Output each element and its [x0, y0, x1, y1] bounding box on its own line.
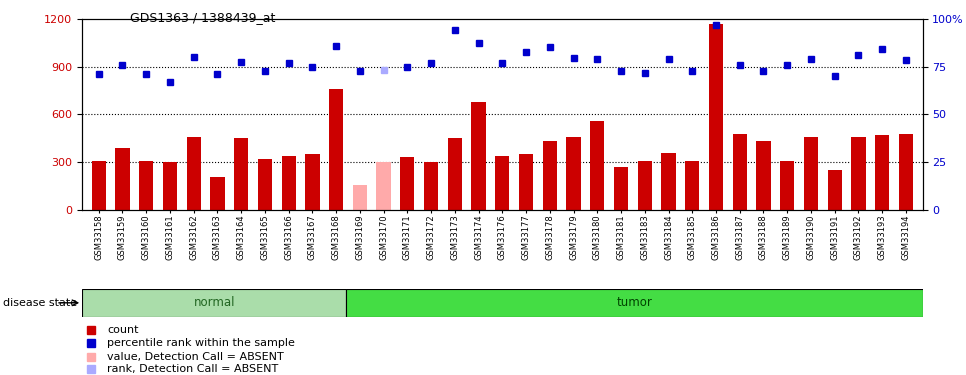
Text: normal: normal [193, 296, 235, 309]
Bar [614, 167, 628, 210]
Bar [496, 156, 509, 210]
Bar [685, 160, 699, 210]
Bar [781, 160, 794, 210]
Bar [400, 158, 414, 210]
Text: rank, Detection Call = ABSENT: rank, Detection Call = ABSENT [107, 364, 278, 374]
Text: count: count [107, 325, 139, 335]
Bar [92, 160, 106, 210]
Bar [447, 138, 462, 210]
Bar [662, 153, 675, 210]
Bar [353, 185, 367, 210]
Text: GDS1363 / 1388439_at: GDS1363 / 1388439_at [130, 11, 275, 24]
Bar [590, 121, 605, 210]
Bar [186, 137, 201, 210]
Bar [258, 159, 272, 210]
Bar [139, 160, 154, 210]
Bar [804, 137, 818, 210]
Bar [377, 162, 390, 210]
Bar [346, 289, 923, 317]
Text: disease state: disease state [3, 298, 77, 308]
Bar [163, 162, 177, 210]
Bar [638, 160, 652, 210]
Bar [709, 24, 724, 210]
Bar [329, 89, 343, 210]
Text: tumor: tumor [616, 296, 652, 309]
Bar [519, 154, 533, 210]
Bar [756, 141, 771, 210]
Bar [898, 134, 913, 210]
Bar [211, 177, 224, 210]
Bar [281, 156, 296, 210]
Bar [875, 135, 890, 210]
Text: value, Detection Call = ABSENT: value, Detection Call = ABSENT [107, 352, 284, 362]
Bar [471, 102, 486, 210]
Bar [732, 134, 747, 210]
Bar [82, 289, 346, 317]
Bar [305, 154, 320, 210]
Bar [828, 170, 841, 210]
Text: percentile rank within the sample: percentile rank within the sample [107, 338, 296, 348]
Bar [543, 141, 557, 210]
Bar [115, 148, 129, 210]
Bar [234, 138, 248, 210]
Bar [566, 137, 581, 210]
Bar [851, 137, 866, 210]
Bar [424, 162, 439, 210]
